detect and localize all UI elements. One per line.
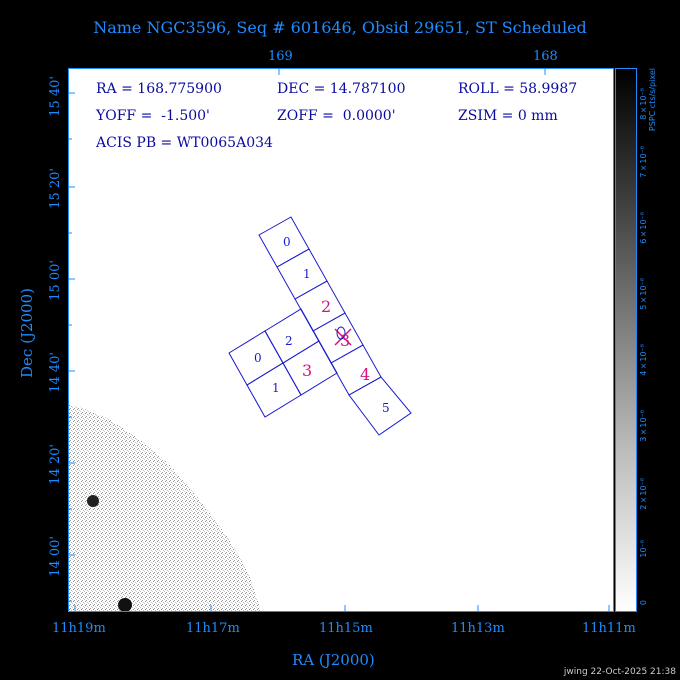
- s-chip-5-label: 5: [382, 401, 390, 415]
- zoff-readout: ZOFF = 0.0000': [277, 108, 396, 124]
- roll-readout: ROLL = 58.9987: [458, 81, 578, 97]
- y-tick-15-20: 15 20': [48, 168, 63, 209]
- s-chip-4-label: 4: [360, 365, 371, 384]
- y-axis-label: Dec (J2000): [18, 288, 36, 378]
- cbar-tick-0: 0: [639, 600, 648, 606]
- dec-readout: DEC = 14.787100: [277, 81, 406, 97]
- target-ellipse: [336, 326, 346, 340]
- y-tick-15-00: 15 00': [48, 260, 63, 301]
- cbar-tick-6: 6×10⁻⁸: [639, 212, 648, 244]
- cbar-tick-2: 2×10⁻⁸: [639, 478, 648, 510]
- ra-readout: RA = 168.775900: [96, 81, 222, 97]
- x-axis-label: RA (J2000): [292, 651, 375, 669]
- cbar-tick-7: 7×10⁻⁸: [639, 146, 648, 178]
- y-tick-14-00: 14 00': [48, 536, 63, 577]
- x-tick-11h15m: 11h15m: [319, 621, 373, 636]
- cbar-tick-4: 4×10⁻⁸: [639, 344, 648, 376]
- s-chip-2-label: 2: [321, 297, 332, 316]
- bright-source-1: [87, 495, 99, 507]
- s-chip-0-label: 0: [283, 235, 291, 249]
- yoff-readout: YOFF = -1.500': [96, 108, 210, 124]
- aimpoint-marker: [334, 328, 352, 346]
- y-tick-14-40: 14 40': [48, 352, 63, 393]
- acis-s-array: [258, 216, 412, 436]
- acis-i-array: [228, 308, 338, 418]
- rosat-emission-region: [69, 405, 261, 611]
- cbar-tick-1: 10⁻⁸: [639, 540, 648, 558]
- colorbar: [615, 68, 637, 612]
- bright-source-2: [118, 598, 132, 612]
- s-chip-1-label: 1: [303, 267, 311, 281]
- cbar-tick-8: 8×10⁻⁸: [639, 88, 648, 120]
- footer-timestamp: jwing 22-Oct-2025 21:38: [563, 667, 676, 677]
- colorbar-title: PSPC cts/s/pixel: [648, 68, 657, 132]
- y-tick-14-20: 14 20': [48, 444, 63, 485]
- s-chip-3-label: 3: [340, 331, 351, 350]
- sky-image-svg: [69, 69, 610, 612]
- i-chip-3-label: 3: [302, 361, 313, 380]
- top-tick-168: 168: [533, 49, 558, 64]
- top-tick-169: 169: [268, 49, 293, 64]
- x-tick-11h13m: 11h13m: [451, 621, 505, 636]
- x-tick-11h19m: 11h19m: [52, 621, 106, 636]
- x-tick-11h17m: 11h17m: [186, 621, 240, 636]
- i-chip-0-label: 0: [254, 351, 262, 365]
- sky-plot[interactable]: 0 1 2 3 0 1 2 3 4 5 RA = 168.775900 DEC …: [68, 68, 614, 612]
- cbar-tick-3: 3×10⁻⁸: [639, 410, 648, 442]
- y-tick-15-40: 15 40': [48, 76, 63, 117]
- acis-readout: ACIS PB = WT0065A034: [96, 135, 273, 151]
- x-tick-11h11m: 11h11m: [582, 621, 636, 636]
- frame-ticks: [69, 69, 610, 611]
- zsim-readout: ZSIM = 0 mm: [458, 108, 558, 124]
- i-chip-2-label: 2: [285, 334, 293, 348]
- cbar-tick-5: 5×10⁻⁸: [639, 278, 648, 310]
- plot-title: Name NGC3596, Seq # 601646, Obsid 29651,…: [93, 18, 587, 37]
- i-chip-1-label: 1: [272, 381, 280, 395]
